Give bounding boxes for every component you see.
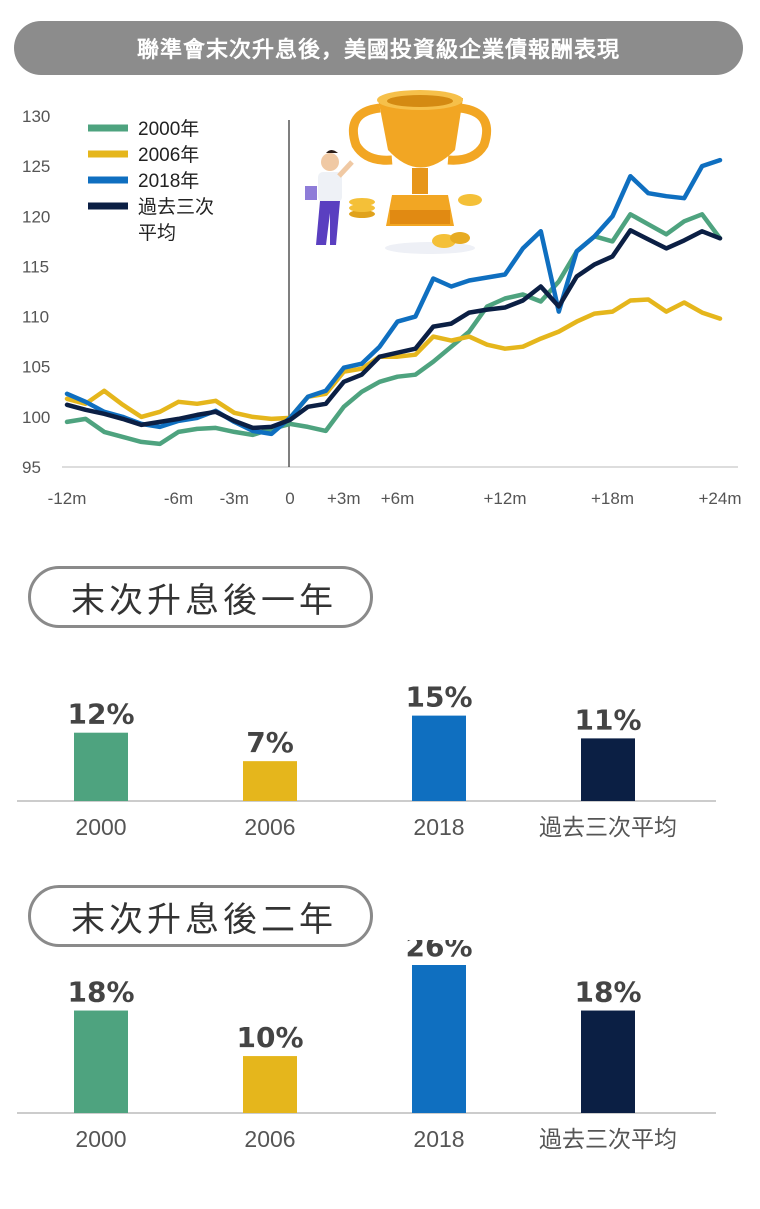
y-tick-label: 95 — [22, 458, 41, 477]
y-tick-label: 115 — [22, 257, 49, 276]
bar-2018 — [412, 715, 466, 801]
x-tick-label: -12m — [48, 489, 87, 508]
line-chart: 95 100 105 110 115 120 125 130 -12m -6m -3m 0 +3m +6m… — [22, 90, 742, 508]
page-title: 聯準會末次升息後，美國投資級企業債報酬表現 — [14, 21, 743, 75]
bar-category-label: 過去三次平均 — [539, 814, 677, 840]
trophy-illustration — [305, 90, 492, 254]
bar-chart-1-title: 末次升息後一年 — [28, 566, 373, 628]
y-tick-label: 120 — [22, 207, 50, 226]
x-tick-label: -6m — [164, 489, 193, 508]
legend-label-2018: 2018年 — [138, 170, 199, 192]
legend-label-2000: 2000年 — [138, 118, 199, 140]
x-tick-label: -3m — [220, 489, 249, 508]
x-tick-label: +18m — [591, 489, 634, 508]
x-tick-label: +12m — [484, 489, 527, 508]
bar-2000 — [74, 732, 128, 801]
x-tick-label: +24m — [699, 489, 742, 508]
bar-chart-one-year: 12% 2000 7% 2006 15% 2018 11% 過去三次平均 — [17, 681, 716, 840]
series-line-avg — [64, 228, 723, 431]
bar-avg — [581, 1010, 635, 1113]
bar-value-label: 7% — [246, 726, 294, 759]
series-line-2006 — [64, 297, 723, 422]
x-tick-label: +3m — [327, 489, 361, 508]
bar-category-label: 2000 — [75, 814, 126, 840]
bar-category-label: 2018 — [413, 1126, 464, 1152]
bar-category-label: 2006 — [244, 1126, 295, 1152]
bar-category-label: 2000 — [75, 1126, 126, 1152]
bar-value-label: 15% — [405, 681, 472, 714]
bar-avg — [581, 738, 635, 801]
bar-value-label: 26% — [405, 940, 472, 963]
bar-value-label: 18% — [67, 976, 134, 1009]
bar-2006 — [243, 761, 297, 801]
bar-value-label: 18% — [574, 976, 641, 1009]
y-tick-label: 125 — [22, 157, 50, 176]
bar-2000 — [74, 1010, 128, 1113]
x-tick-label: +6m — [381, 489, 415, 508]
y-tick-label: 100 — [22, 408, 50, 427]
bar-category-label: 2018 — [413, 814, 464, 840]
y-tick-label: 130 — [22, 107, 50, 126]
bar-2018 — [412, 965, 466, 1113]
series-line-2000 — [64, 212, 723, 447]
bar-value-label: 11% — [574, 703, 641, 736]
bar-category-label: 過去三次平均 — [539, 1126, 677, 1152]
y-tick-label: 105 — [22, 358, 50, 377]
bar-value-label: 12% — [67, 698, 134, 731]
bar-chart-2-title: 末次升息後二年 — [28, 885, 373, 947]
bar-category-label: 2006 — [244, 814, 295, 840]
y-tick-label: 110 — [22, 308, 49, 327]
legend-label-2006: 2006年 — [138, 144, 199, 166]
legend-label-avg-cont: 平均 — [138, 222, 176, 244]
bar-value-label: 10% — [236, 1021, 303, 1054]
bar-chart-two-year: 18% 2000 10% 2006 26% 2018 18% 過去三次平均 — [17, 940, 716, 1152]
x-tick-label: 0 — [285, 489, 294, 508]
bar-2006 — [243, 1056, 297, 1113]
legend-label-avg: 過去三次 — [138, 196, 214, 218]
